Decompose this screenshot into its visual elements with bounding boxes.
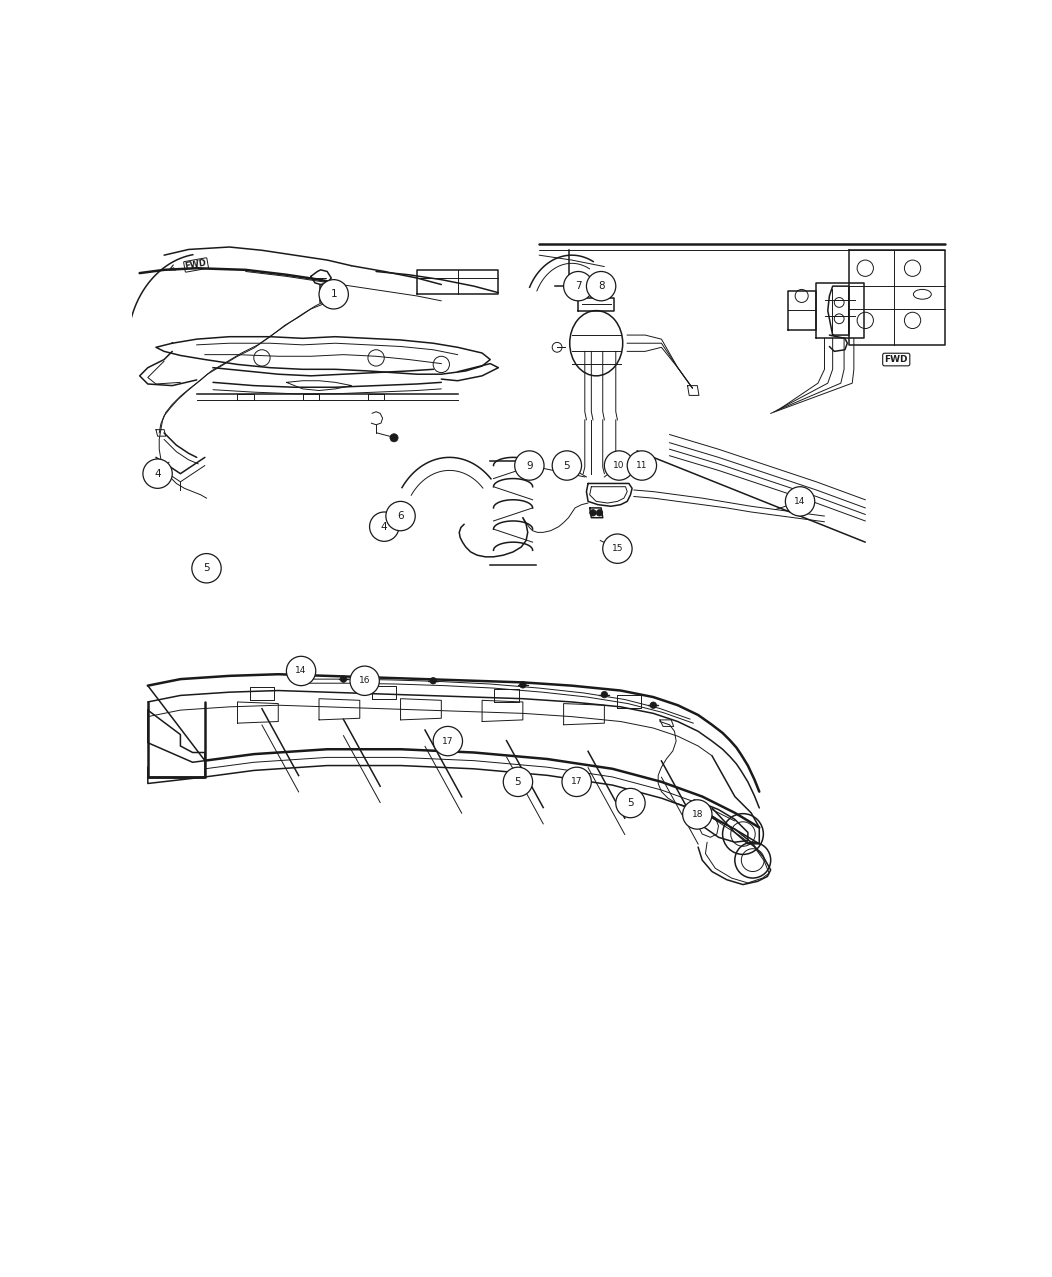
Circle shape (340, 676, 347, 682)
Text: 1: 1 (330, 290, 337, 299)
Circle shape (586, 272, 615, 301)
Circle shape (615, 788, 645, 817)
Text: 10: 10 (613, 461, 625, 470)
Text: FWD: FWD (885, 355, 908, 364)
Text: 5: 5 (203, 563, 209, 573)
Text: 14: 14 (794, 497, 806, 506)
Circle shape (503, 767, 532, 797)
Circle shape (605, 451, 633, 480)
Circle shape (603, 534, 632, 563)
Circle shape (564, 272, 593, 301)
Circle shape (390, 434, 398, 442)
Text: 4: 4 (155, 469, 161, 479)
Circle shape (143, 458, 173, 488)
Circle shape (191, 553, 221, 582)
Circle shape (514, 451, 544, 480)
Circle shape (562, 767, 591, 797)
Text: 4: 4 (381, 522, 387, 531)
Circle shape (683, 799, 712, 829)
Circle shape (386, 502, 416, 531)
Text: FWD: FWD (184, 259, 207, 271)
Circle shape (596, 510, 603, 516)
Circle shape (650, 702, 656, 709)
Text: 11: 11 (636, 461, 648, 470)
Circle shape (601, 691, 608, 697)
Text: 5: 5 (564, 461, 570, 470)
Text: 16: 16 (359, 677, 370, 686)
Circle shape (590, 510, 596, 516)
Text: 7: 7 (575, 281, 582, 291)
Circle shape (520, 682, 526, 688)
Circle shape (433, 727, 463, 756)
Text: 6: 6 (398, 511, 404, 521)
Circle shape (319, 280, 348, 309)
Text: 17: 17 (571, 778, 583, 787)
Text: 15: 15 (611, 544, 623, 553)
Circle shape (286, 656, 316, 686)
Text: 8: 8 (598, 281, 605, 291)
Circle shape (786, 487, 814, 516)
Text: 18: 18 (691, 810, 703, 819)
Text: 14: 14 (296, 667, 307, 676)
Text: 5: 5 (514, 776, 521, 787)
Text: 17: 17 (442, 737, 453, 746)
Circle shape (627, 451, 656, 480)
Text: 5: 5 (627, 798, 633, 808)
Circle shape (350, 667, 380, 696)
Circle shape (552, 451, 582, 480)
Circle shape (430, 678, 437, 684)
Circle shape (369, 512, 399, 541)
Text: 9: 9 (526, 461, 532, 470)
